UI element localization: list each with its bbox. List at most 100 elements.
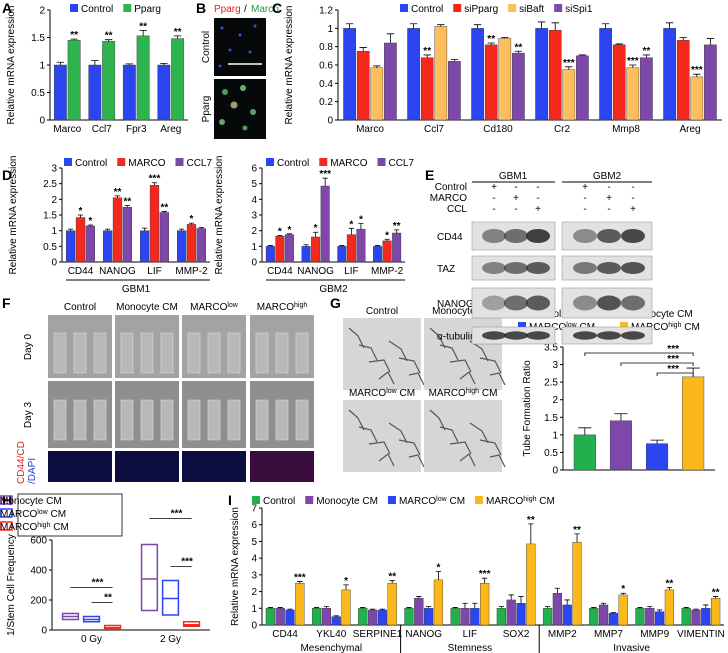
error-bar <box>333 615 339 617</box>
significance-bracket <box>620 362 694 366</box>
x-tick-label: Cd180 <box>483 124 513 135</box>
y-tick-label: 0 <box>39 116 45 127</box>
bar <box>471 28 484 121</box>
significance: *** <box>627 56 639 67</box>
legend-label: Pparg <box>134 4 161 15</box>
bar <box>664 589 675 626</box>
y-tick-label: 1 <box>39 61 45 72</box>
significance: *** <box>294 573 306 584</box>
legend-box <box>17 493 123 537</box>
error-bar <box>693 608 699 610</box>
x-tick-label: LIF <box>344 266 358 277</box>
bar <box>535 28 548 121</box>
stain-image <box>48 451 112 482</box>
bar <box>460 608 470 626</box>
significance: *** <box>667 364 679 375</box>
legend-label: MARCOhigh CM <box>631 322 700 334</box>
error-bar <box>615 43 623 45</box>
y-tick-label: 2.5 <box>544 378 558 389</box>
bar <box>542 608 553 626</box>
significance: ** <box>527 515 535 526</box>
bar <box>102 41 116 121</box>
panel-letter: C <box>272 0 282 16</box>
x-tick-label: MMP2 <box>548 629 577 640</box>
panel-letter: E <box>425 167 434 183</box>
significance: * <box>88 216 92 227</box>
error-bar <box>375 245 381 247</box>
scratch-wells <box>255 332 309 441</box>
x-tick-label: MMP7 <box>594 629 623 640</box>
error-bar <box>564 599 570 605</box>
error-bar <box>359 47 367 52</box>
y-axis-label: Relative mRNA expression <box>284 6 295 125</box>
error-bar <box>614 413 628 421</box>
bar <box>681 608 691 626</box>
bar <box>75 217 86 263</box>
error-bar <box>416 596 422 599</box>
row-label: Day 0 <box>23 334 34 361</box>
significance: * <box>79 206 83 217</box>
y-tick-label: 2 <box>552 395 558 406</box>
bar <box>526 543 536 626</box>
panel-letter: F <box>2 295 11 311</box>
superscript: low <box>566 322 577 329</box>
condition-mark: + <box>491 182 497 193</box>
scratch-wells <box>120 332 174 441</box>
y-tick-label: 0.6 <box>319 61 333 72</box>
bar <box>356 51 370 121</box>
bar <box>331 616 341 626</box>
legend-label: MARCO <box>128 158 165 169</box>
error-bar <box>297 581 303 584</box>
bar <box>512 52 525 121</box>
y-tick-label: 3 <box>251 570 257 581</box>
error-bar <box>462 602 468 609</box>
bar <box>67 40 81 121</box>
error-bar <box>574 533 580 543</box>
image-label: Monocyte CM <box>432 306 494 317</box>
legend-label: Monocyte CM <box>0 496 62 507</box>
stain-label: /DAPI <box>27 458 38 484</box>
significance: * <box>436 563 440 574</box>
significance: ** <box>393 221 401 232</box>
bar <box>420 57 434 121</box>
error-bar <box>386 33 395 43</box>
superscript: high <box>523 496 536 503</box>
tube-network <box>429 409 506 468</box>
error-bar <box>358 223 364 230</box>
significance: * <box>621 584 625 595</box>
bar <box>382 240 392 263</box>
significance: ** <box>139 21 147 32</box>
error-bar <box>343 584 349 590</box>
x-tick-label: Mmp8 <box>612 124 640 135</box>
panel-letter: H <box>2 492 12 508</box>
x-tick-label: LIF <box>463 629 477 640</box>
blot-band <box>621 295 645 311</box>
error-bar <box>141 227 148 231</box>
bar <box>608 613 619 626</box>
error-bar <box>578 427 592 435</box>
y-tick-label: 400 <box>30 566 47 577</box>
box <box>140 543 159 612</box>
error-bar <box>551 22 559 31</box>
bar <box>311 608 322 626</box>
error-bar <box>647 606 653 609</box>
condition-mark: + <box>630 204 636 215</box>
blot-band <box>526 229 550 243</box>
y-tick-label: 5 <box>251 537 257 548</box>
error-bar <box>70 38 78 41</box>
x-tick-label: MMP-2 <box>175 266 208 277</box>
tube-image <box>343 400 421 472</box>
bar <box>176 230 187 263</box>
x-tick-label: Areg <box>160 124 181 135</box>
bar <box>676 40 690 121</box>
error-bar <box>267 245 273 247</box>
image-label: MARCOlow CM <box>349 388 415 400</box>
error-bar <box>339 245 345 247</box>
error-bar <box>104 228 111 231</box>
error-bar <box>286 233 292 235</box>
condition-mark: - <box>631 193 634 204</box>
error-bar <box>666 586 673 590</box>
significance: ** <box>666 578 674 589</box>
x-tick-label: NANOG <box>297 266 334 277</box>
band-label: α-tubulin <box>437 332 476 343</box>
